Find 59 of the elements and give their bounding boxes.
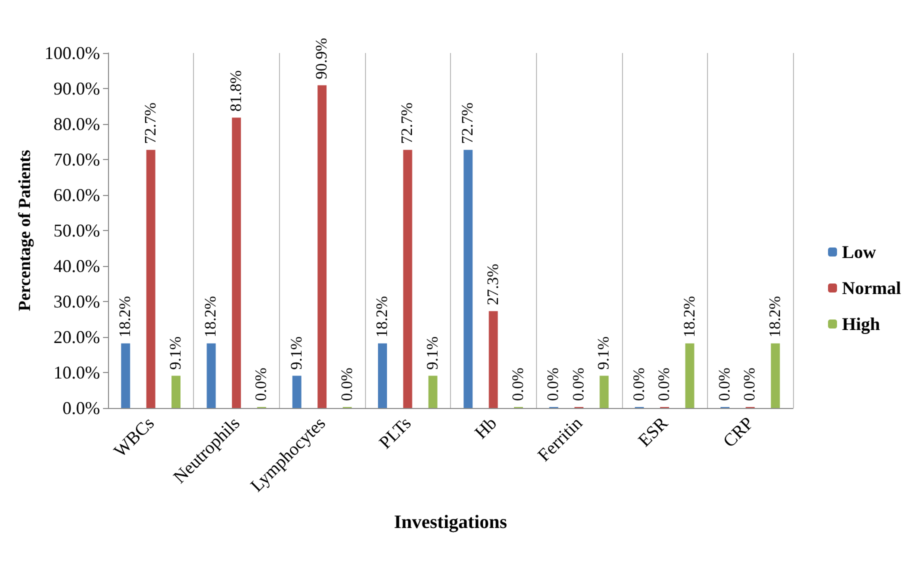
data-label: 0.0% [716, 368, 734, 401]
data-label: 9.1% [424, 336, 442, 370]
y-tick-label: 60.0% [54, 185, 100, 205]
y-tick-label: 30.0% [54, 292, 100, 312]
data-label: 0.0% [742, 368, 759, 401]
data-label: 27.3% [484, 264, 502, 306]
data-label: 0.0% [338, 368, 356, 401]
data-label: 18.2% [117, 296, 134, 338]
data-label: 72.7% [142, 102, 160, 144]
data-label: 81.8% [228, 70, 245, 112]
bar [172, 376, 181, 408]
y-tick-label: 50.0% [54, 220, 100, 240]
bar [770, 343, 780, 408]
y-tick-label: 80.0% [54, 114, 100, 134]
bar [600, 376, 609, 408]
data-label: 72.7% [460, 102, 477, 144]
y-tick-label: 40.0% [54, 256, 100, 276]
y-axis-title: Percentage of Patients [15, 150, 34, 312]
data-label: 9.1% [596, 336, 613, 370]
data-label: 18.2% [374, 296, 391, 338]
data-label: 0.0% [570, 368, 588, 401]
bar [232, 118, 241, 408]
bar [403, 150, 412, 408]
x-tick-label: ESR [634, 412, 672, 450]
data-label: 9.1% [288, 336, 306, 370]
data-label: 0.0% [545, 368, 562, 401]
bar [146, 150, 156, 408]
y-tick-label: 90.0% [54, 78, 100, 98]
y-tick-label: 20.0% [54, 327, 100, 347]
y-tick-label: 10.0% [54, 362, 100, 382]
bar [378, 343, 387, 408]
data-label: 90.9% [314, 38, 331, 80]
x-tick-label: PLTs [375, 412, 415, 453]
x-tick-label: Hb [470, 412, 500, 443]
y-tick-label: 0.0% [62, 398, 100, 418]
legend-label: High [842, 314, 880, 334]
bar [318, 85, 327, 408]
data-label: 0.0% [656, 368, 674, 401]
data-label: 72.7% [399, 102, 416, 144]
bar [685, 343, 694, 408]
bar [488, 311, 498, 408]
data-label: 18.2% [681, 296, 698, 338]
data-label: 0.0% [510, 368, 528, 401]
bar [428, 376, 438, 408]
x-axis-title: Investigations [394, 512, 507, 533]
data-label: 18.2% [766, 296, 784, 338]
bar [206, 343, 216, 408]
y-tick-label: 70.0% [54, 150, 100, 170]
data-label: 0.0% [630, 368, 648, 401]
legend-label: Low [842, 242, 876, 262]
y-tick-label: 100.0% [44, 43, 100, 63]
bar [121, 343, 130, 408]
data-label: 0.0% [253, 368, 270, 401]
bar [292, 376, 302, 408]
data-label: 9.1% [168, 336, 185, 370]
data-label: 18.2% [202, 296, 220, 338]
legend-label: Normal [842, 278, 901, 298]
x-tick-label: CRP [719, 412, 758, 452]
bar [464, 150, 473, 408]
